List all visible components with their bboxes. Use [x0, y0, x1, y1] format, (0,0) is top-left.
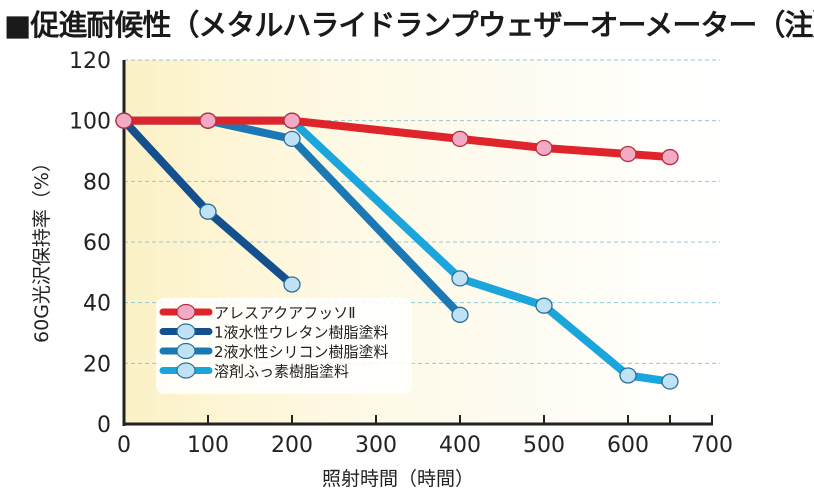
y-tick-label: 120: [69, 49, 111, 74]
x-tick-label: 600: [607, 433, 649, 458]
data-point: [619, 367, 637, 384]
legend-label: 1液水性ウレタン樹脂塗料: [214, 324, 389, 342]
data-point: [661, 373, 679, 390]
data-point: [199, 203, 217, 220]
legend-label: アレスアクアフッソⅡ: [214, 304, 356, 322]
data-point: [619, 145, 637, 163]
y-tick-labels: 0 20 40 60 80 100 120: [69, 49, 111, 438]
x-tick-label: 200: [271, 433, 313, 458]
series-3: [115, 112, 679, 166]
data-point: [199, 112, 217, 129]
legend-swatch-marker: [176, 303, 196, 321]
y-tick-label: 100: [69, 110, 111, 135]
data-point: [451, 270, 469, 287]
chart-title: ■促進耐候性（メタルハライドランプウェザーオーメーター（注））: [4, 8, 814, 42]
x-tick-label: 100: [187, 433, 229, 458]
x-tick-labels: 0 100 200 300 400 500 600 700: [117, 433, 733, 458]
y-tick-label: 80: [83, 170, 111, 195]
y-tick-label: 0: [97, 413, 111, 438]
x-tick-label: 700: [691, 433, 733, 458]
data-point: [283, 112, 301, 129]
series-group: [115, 112, 679, 390]
x-axis-label: 照射時間（時間）: [322, 468, 474, 490]
data-point: [283, 130, 301, 148]
x-tick-label: 300: [355, 433, 397, 458]
legend: アレスアクアフッソⅡ 1液水性ウレタン樹脂塗料2液水性シリコン樹脂塗料溶剤ふっ素樹…: [156, 298, 412, 394]
data-point: [283, 276, 301, 293]
y-axis-label: 60G光沢保持率（%）: [31, 153, 53, 343]
data-point: [115, 112, 133, 129]
x-tick-label: 500: [523, 433, 565, 458]
x-tick-label: 0: [117, 433, 131, 458]
legend-swatch-marker: [176, 342, 196, 360]
data-point: [451, 130, 469, 148]
data-point: [535, 297, 553, 314]
legend-label: 2液水性シリコン樹脂塗料: [214, 343, 389, 361]
x-tick-label: 400: [439, 433, 481, 458]
data-point: [535, 139, 553, 157]
data-point: [451, 306, 469, 323]
legend-box: [156, 298, 412, 394]
legend-swatch-marker: [176, 362, 196, 379]
legend-swatch-marker: [176, 323, 196, 340]
data-point: [661, 148, 679, 166]
y-tick-label: 60: [83, 231, 111, 256]
legend-label: 溶剤ふっ素樹脂塗料: [214, 363, 349, 381]
y-tick-label: 20: [83, 352, 111, 377]
y-tick-label: 40: [83, 292, 111, 317]
